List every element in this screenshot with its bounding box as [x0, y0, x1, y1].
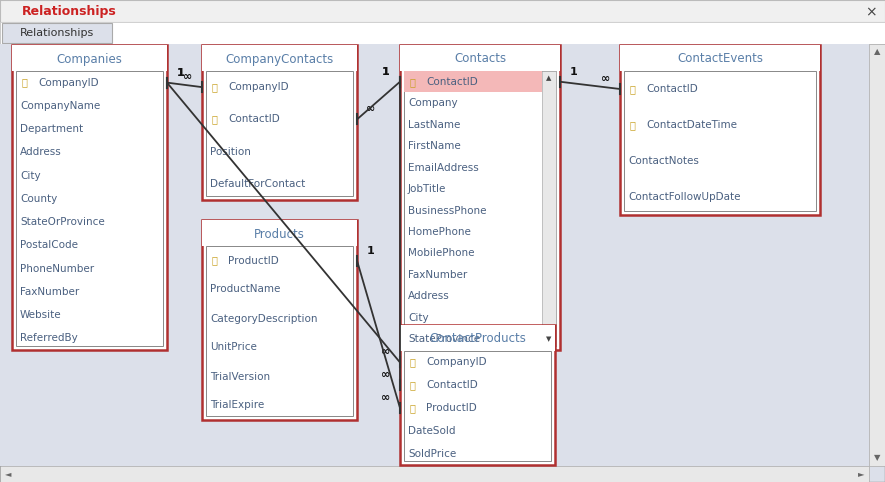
Text: PhoneNumber: PhoneNumber: [20, 264, 94, 274]
Text: ∞: ∞: [366, 105, 375, 114]
Text: Address: Address: [20, 147, 62, 158]
Text: Position: Position: [210, 147, 250, 157]
Text: 🗝: 🗝: [212, 114, 218, 124]
Text: StateOrProvince: StateOrProvince: [20, 217, 104, 227]
FancyBboxPatch shape: [12, 45, 167, 350]
FancyBboxPatch shape: [0, 0, 885, 22]
Text: ReferredBy: ReferredBy: [20, 334, 78, 343]
Text: ProductName: ProductName: [210, 284, 281, 295]
FancyBboxPatch shape: [400, 325, 555, 465]
Text: Companies: Companies: [57, 53, 122, 66]
Text: ContactNotes: ContactNotes: [628, 156, 699, 166]
Text: ProductID: ProductID: [228, 255, 279, 266]
Text: Relationships: Relationships: [19, 28, 94, 38]
Text: Relationships: Relationships: [22, 5, 117, 18]
Text: ×: ×: [866, 5, 877, 19]
Text: ContactFollowUpDate: ContactFollowUpDate: [628, 192, 741, 202]
Text: ProductID: ProductID: [426, 403, 477, 413]
Text: EmailAddress: EmailAddress: [408, 162, 479, 173]
Text: CompanyID: CompanyID: [38, 78, 98, 88]
FancyBboxPatch shape: [400, 45, 560, 71]
FancyBboxPatch shape: [404, 71, 542, 93]
FancyBboxPatch shape: [620, 45, 820, 71]
Text: CategoryDescription: CategoryDescription: [210, 313, 318, 323]
Text: ∞: ∞: [381, 370, 390, 380]
Text: ◄: ◄: [4, 469, 12, 479]
Text: ∞: ∞: [381, 393, 390, 403]
Text: 1: 1: [570, 67, 578, 77]
Text: ∞: ∞: [602, 74, 611, 84]
Text: ContactID: ContactID: [228, 114, 280, 124]
Text: City: City: [408, 313, 428, 323]
Text: 1: 1: [177, 67, 185, 78]
Text: FaxNumber: FaxNumber: [20, 287, 80, 297]
FancyBboxPatch shape: [16, 71, 163, 346]
Text: County: County: [20, 194, 58, 204]
Text: ▲: ▲: [546, 75, 551, 81]
Text: UnitPrice: UnitPrice: [210, 343, 257, 352]
FancyBboxPatch shape: [624, 71, 816, 211]
Text: ContactID: ContactID: [646, 84, 697, 94]
Text: PostalCode: PostalCode: [20, 241, 78, 250]
FancyBboxPatch shape: [202, 45, 357, 71]
Text: 1: 1: [382, 67, 390, 77]
Text: ▲: ▲: [873, 48, 881, 56]
FancyBboxPatch shape: [542, 71, 556, 346]
FancyBboxPatch shape: [0, 466, 869, 482]
Text: CompanyName: CompanyName: [20, 101, 100, 111]
Text: ∞: ∞: [183, 72, 193, 82]
Text: Contacts: Contacts: [454, 53, 506, 66]
FancyBboxPatch shape: [0, 44, 869, 466]
FancyBboxPatch shape: [400, 45, 560, 350]
FancyBboxPatch shape: [202, 220, 357, 420]
Text: ∞: ∞: [381, 348, 390, 357]
Text: ContactEvents: ContactEvents: [677, 53, 763, 66]
Text: BusinessPhone: BusinessPhone: [408, 205, 487, 215]
Text: MobilePhone: MobilePhone: [408, 248, 474, 258]
Text: DefaultForContact: DefaultForContact: [210, 179, 305, 189]
Text: SoldPrice: SoldPrice: [408, 449, 457, 458]
FancyBboxPatch shape: [202, 45, 357, 200]
Text: 🗝: 🗝: [410, 403, 416, 413]
Text: 🗝: 🗝: [212, 255, 218, 266]
Text: CompanyContacts: CompanyContacts: [226, 53, 334, 66]
Text: 🗝: 🗝: [22, 78, 27, 88]
Text: ContactID: ContactID: [426, 77, 478, 87]
Text: FirstName: FirstName: [408, 141, 461, 151]
FancyBboxPatch shape: [620, 45, 820, 215]
Text: TrialExpire: TrialExpire: [210, 401, 265, 411]
Text: 🗝: 🗝: [410, 380, 416, 390]
Text: ▼: ▼: [546, 336, 551, 342]
Text: HomePhone: HomePhone: [408, 227, 471, 237]
FancyBboxPatch shape: [206, 246, 353, 416]
Text: 🗝: 🗝: [630, 84, 636, 94]
FancyBboxPatch shape: [12, 45, 167, 71]
Text: CompanyID: CompanyID: [426, 357, 487, 367]
Text: DateSold: DateSold: [408, 426, 456, 436]
FancyBboxPatch shape: [0, 22, 885, 44]
Text: 🗝: 🗝: [410, 357, 416, 367]
Text: 1: 1: [177, 67, 185, 78]
Text: 1: 1: [367, 245, 375, 255]
Text: ContactID: ContactID: [426, 380, 478, 390]
Text: 1: 1: [382, 67, 390, 77]
FancyBboxPatch shape: [206, 71, 353, 196]
Text: 🗝: 🗝: [410, 77, 416, 87]
Text: CompanyID: CompanyID: [228, 82, 289, 92]
FancyBboxPatch shape: [404, 351, 551, 461]
Text: Department: Department: [20, 124, 83, 134]
FancyBboxPatch shape: [400, 325, 555, 351]
Text: City: City: [20, 171, 41, 181]
Text: ►: ►: [858, 469, 865, 479]
FancyBboxPatch shape: [2, 23, 112, 43]
Text: Products: Products: [254, 228, 305, 241]
Text: 🗝: 🗝: [212, 82, 218, 92]
Text: ContactProducts: ContactProducts: [429, 333, 526, 346]
Text: FaxNumber: FaxNumber: [408, 270, 467, 280]
Text: TrialVersion: TrialVersion: [210, 372, 270, 381]
Text: JobTitle: JobTitle: [408, 184, 446, 194]
FancyBboxPatch shape: [869, 44, 885, 466]
Text: ▼: ▼: [873, 454, 881, 463]
FancyBboxPatch shape: [202, 220, 357, 246]
